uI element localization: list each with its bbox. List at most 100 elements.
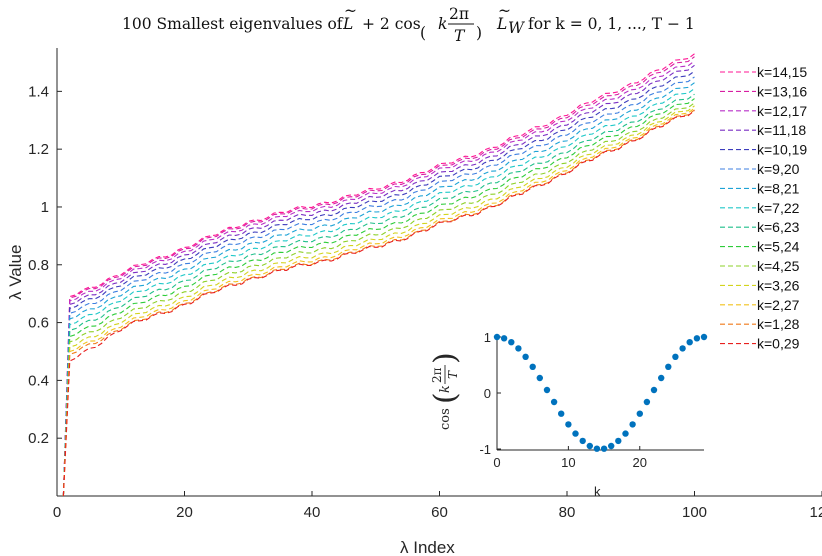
inset-x-tick-label: 0 [493, 455, 500, 470]
inset-point [693, 335, 701, 342]
inset-point [536, 374, 543, 382]
legend-label: k=7,22 [757, 200, 800, 216]
series-line [62, 109, 695, 497]
inset-point [615, 437, 622, 445]
legend-label: k=1,28 [757, 316, 800, 332]
inset-x-tick-label: 20 [633, 455, 647, 470]
inset-x-ticks: 0 10 20 [493, 446, 647, 470]
inset-point [529, 363, 536, 370]
series-line [62, 93, 695, 497]
series-lines [62, 53, 695, 497]
series-line [62, 64, 695, 497]
legend-label: k=12,17 [757, 103, 807, 119]
series-line [62, 56, 695, 497]
legend-label: k=14,15 [757, 64, 807, 80]
series-line [62, 88, 695, 497]
title-L-tilde: ~ [344, 2, 357, 20]
inset-x-axis-label: k [594, 484, 601, 499]
inset-point [593, 445, 601, 452]
legend: k=14,15 k=13,16 k=12,17 k=11,18 k=10,19 k=9,2… [720, 64, 807, 352]
series-line [62, 70, 695, 497]
series-line [62, 110, 695, 497]
x-tick-label: 120 [809, 504, 822, 521]
chart-title: 100 Smallest eigenvalues of L ~ + 2 cos … [122, 2, 695, 45]
legend-label: k=5,24 [757, 239, 800, 255]
inset-point [558, 410, 565, 417]
legend-label: k=11,18 [757, 122, 806, 138]
x-ticks: 0 20 40 60 80 100 120 [53, 491, 822, 521]
y-tick-label: 1.2 [28, 141, 49, 158]
inset-point [672, 353, 679, 360]
title-LW-tilde: ~ [498, 2, 511, 20]
inset-point [586, 442, 593, 450]
series-line [62, 98, 695, 497]
inset-point [686, 339, 693, 346]
title-prefix: 100 Smallest eigenvalues of [122, 15, 344, 33]
legend-label: k=4,25 [757, 258, 800, 274]
inset-ylabel-cos: cos [438, 408, 453, 430]
inset-ylabel-paren-right: ) [428, 352, 463, 364]
inset-point [658, 374, 665, 382]
inset-point [643, 398, 651, 406]
legend-label: k=3,26 [757, 277, 800, 293]
title-paren-left: ( [420, 24, 426, 42]
x-tick-label: 60 [431, 504, 448, 521]
inset-point [500, 335, 508, 342]
inset-point [543, 386, 551, 394]
inset-point [665, 363, 672, 370]
legend-label: k=13,16 [757, 83, 807, 99]
y-ticks: 0.2 0.4 0.6 0.8 1 1.2 1.4 [28, 83, 62, 447]
series-line [62, 76, 695, 497]
x-tick-label: 20 [176, 504, 193, 521]
inset-ylabel-k: k [438, 385, 453, 393]
inset-point [572, 430, 579, 437]
inset-point [522, 353, 529, 360]
y-tick-label: 0.6 [28, 315, 49, 332]
title-L: L [342, 15, 353, 33]
legend-label: k=9,20 [757, 161, 800, 177]
inset-point [493, 333, 501, 341]
inset-point [679, 345, 686, 352]
svg-text:100 Smallest eigenvalues of: 100 Smallest eigenvalues of [122, 15, 344, 33]
y-tick-label: 0.4 [28, 372, 49, 389]
y-axis-label: λ Value [6, 245, 25, 300]
inset-plot: 0 10 20 -10 1 k cos ( k 2π T ) [428, 330, 708, 499]
title-frac-den: T [454, 27, 466, 45]
y-tick-label: 1.4 [28, 83, 49, 100]
inset-y-tick-label: -1 [479, 442, 491, 457]
inset-point [600, 445, 608, 452]
series-line [62, 107, 695, 497]
x-tick-label: 0 [53, 504, 61, 521]
x-tick-label: 100 [682, 504, 707, 521]
legend-label: k=2,27 [757, 297, 800, 313]
title-k: k [438, 15, 447, 33]
legend-label: k=10,19 [757, 142, 807, 158]
y-tick-label: 0.8 [28, 257, 49, 274]
inset-point [622, 430, 629, 437]
inset-y-axis-label: cos ( k 2π T ) [428, 352, 463, 430]
inset-point [565, 421, 572, 428]
inset-point [636, 410, 643, 417]
main-axes: 020406080100120 0.20.40.60.811.21.4 [28, 48, 822, 521]
inset-point [650, 386, 658, 394]
inset-point [508, 339, 515, 346]
inset-point [700, 333, 708, 341]
series-line [62, 53, 695, 497]
legend-label: k=8,21 [757, 180, 800, 196]
series-line [62, 60, 695, 497]
legend-label: k=0,29 [757, 336, 800, 352]
inset-point [550, 398, 558, 406]
x-tick-label: 40 [304, 504, 321, 521]
title-paren-right: ) [476, 24, 482, 42]
inset-y-tick-label: 1 [484, 330, 491, 345]
legend-label: k=6,23 [757, 219, 800, 235]
inset-points [493, 333, 708, 452]
inset-x-tick-label: 10 [561, 455, 575, 470]
x-tick-label: 80 [559, 504, 576, 521]
inset-ylabel-paren-left: ( [428, 392, 463, 404]
inset-background [490, 330, 706, 454]
title-frac-num: 2π [449, 5, 469, 23]
title-plus-cos: + 2 cos [362, 15, 421, 33]
series-line [62, 102, 695, 497]
